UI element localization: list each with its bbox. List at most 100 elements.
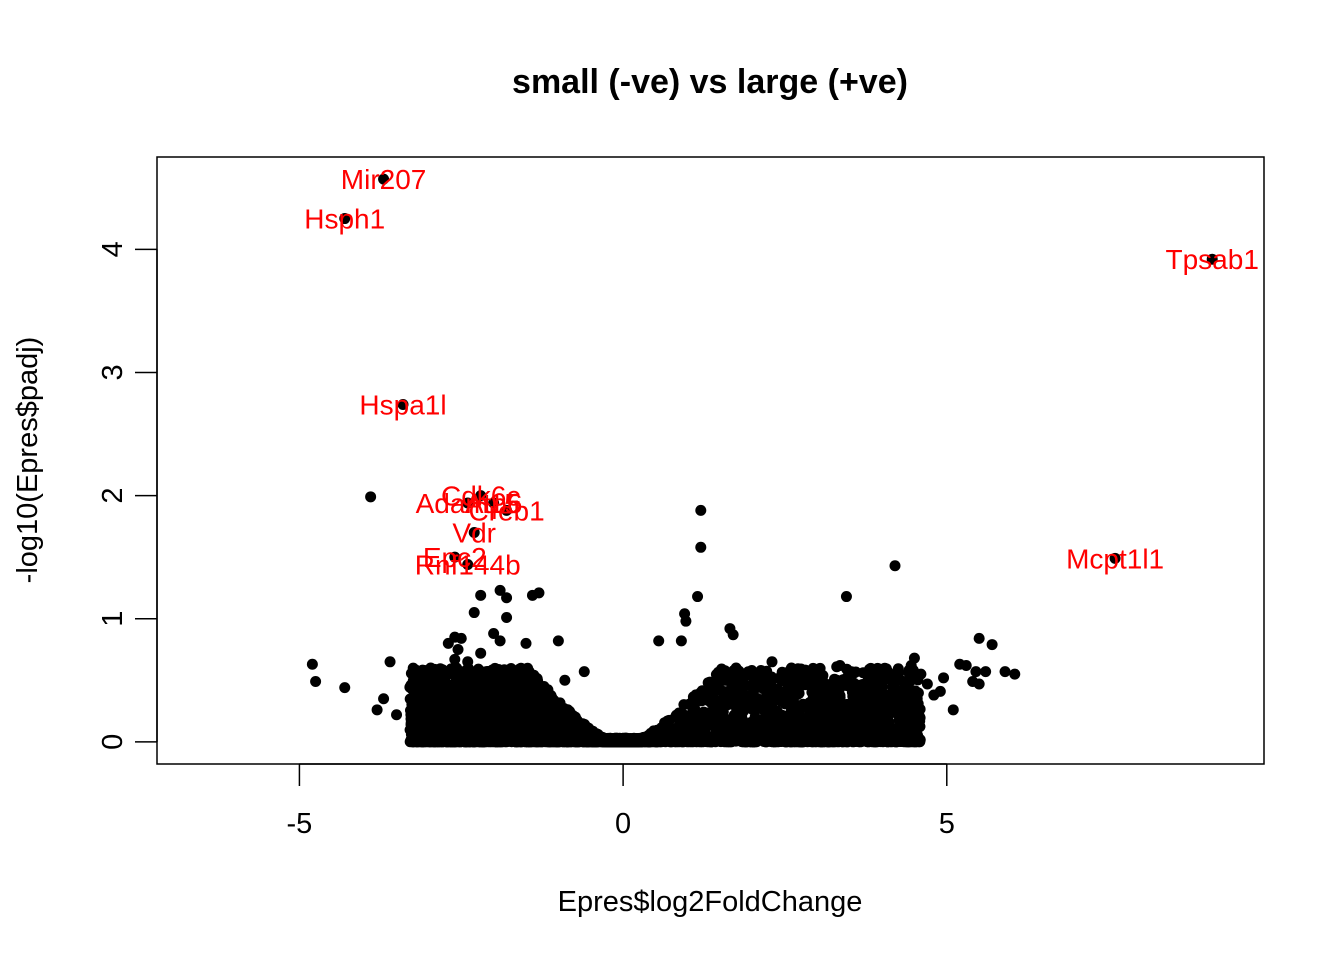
data-point bbox=[823, 715, 835, 727]
data-point bbox=[559, 674, 571, 686]
data-point bbox=[740, 679, 752, 691]
data-point bbox=[980, 666, 992, 678]
data-point bbox=[909, 736, 921, 748]
data-point bbox=[470, 729, 482, 741]
data-point bbox=[561, 734, 573, 746]
data-point bbox=[760, 700, 772, 712]
data-point bbox=[414, 710, 426, 721]
data-point bbox=[833, 713, 845, 725]
data-point bbox=[863, 689, 875, 701]
data-point bbox=[468, 607, 480, 619]
data-point bbox=[413, 692, 425, 703]
data-point bbox=[512, 706, 524, 718]
labeled-point bbox=[468, 527, 480, 539]
data-point bbox=[551, 736, 562, 748]
data-point bbox=[494, 635, 506, 647]
data-point bbox=[562, 707, 574, 719]
y-tick-label: 0 bbox=[97, 734, 129, 750]
data-point bbox=[947, 704, 959, 716]
data-point bbox=[551, 718, 563, 730]
data-point bbox=[488, 627, 500, 639]
point-label: Adam15 bbox=[416, 488, 520, 519]
data-point bbox=[706, 736, 718, 748]
labeled-point bbox=[488, 497, 500, 509]
data-point bbox=[812, 678, 824, 690]
data-point bbox=[559, 724, 571, 736]
data-point bbox=[829, 673, 840, 685]
data-point bbox=[874, 663, 886, 675]
data-point bbox=[339, 682, 351, 694]
data-point bbox=[727, 735, 739, 747]
data-point bbox=[463, 687, 475, 699]
labeled-point bbox=[462, 559, 474, 571]
x-tick-label: 0 bbox=[615, 808, 631, 840]
data-point bbox=[787, 701, 798, 713]
data-point bbox=[921, 678, 933, 690]
data-point bbox=[999, 666, 1011, 678]
point-label: Hsph1 bbox=[304, 204, 385, 235]
data-point bbox=[735, 704, 747, 716]
data-point bbox=[616, 736, 628, 748]
data-point bbox=[833, 695, 845, 707]
data-point bbox=[986, 639, 998, 651]
data-point bbox=[432, 736, 444, 748]
data-point bbox=[910, 704, 922, 715]
data-point bbox=[873, 678, 885, 689]
data-point bbox=[902, 680, 914, 692]
data-point bbox=[737, 736, 749, 748]
data-point bbox=[653, 635, 665, 647]
labeled-point bbox=[378, 173, 390, 185]
y-tick-label: 2 bbox=[97, 488, 129, 504]
data-point bbox=[391, 709, 403, 721]
data-point bbox=[552, 635, 564, 647]
data-point bbox=[593, 735, 605, 747]
data-point bbox=[472, 697, 483, 709]
labels-layer: Mir207 Hsph1 Tpsab1 Hspa1l Cdk6cAtp6Adam15Cr… bbox=[304, 164, 1259, 580]
data-point bbox=[970, 666, 982, 678]
data-point bbox=[514, 687, 525, 699]
data-point bbox=[630, 733, 642, 745]
data-point bbox=[471, 679, 483, 691]
data-point bbox=[899, 729, 911, 741]
data-point bbox=[897, 702, 909, 714]
labeled-point bbox=[462, 497, 474, 509]
point-label: Mir207 bbox=[341, 164, 427, 195]
data-point bbox=[480, 733, 492, 744]
labeled-point bbox=[397, 398, 409, 410]
data-point bbox=[526, 589, 538, 601]
data-point bbox=[888, 704, 900, 716]
data-point bbox=[792, 688, 803, 700]
data-point bbox=[711, 678, 723, 690]
data-point bbox=[864, 721, 875, 733]
data-point bbox=[419, 682, 430, 694]
labeled-point bbox=[501, 504, 513, 516]
data-point bbox=[680, 615, 692, 627]
data-point bbox=[742, 666, 754, 678]
point-label: Mcpt1l1 bbox=[1066, 543, 1164, 574]
data-point bbox=[533, 731, 545, 743]
data-point bbox=[862, 671, 874, 683]
data-point bbox=[722, 699, 734, 711]
data-point bbox=[799, 675, 811, 687]
y-axis: 0 1 2 3 4 bbox=[97, 241, 158, 750]
y-tick-label: 3 bbox=[97, 364, 129, 380]
data-point bbox=[845, 712, 857, 724]
dense-point-cloud bbox=[404, 662, 926, 748]
y-axis-label: -log10(Epres$padj) bbox=[12, 337, 44, 584]
data-point bbox=[786, 720, 798, 732]
data-point bbox=[527, 675, 539, 687]
data-point bbox=[450, 735, 462, 747]
data-point bbox=[732, 726, 744, 738]
labeled-point bbox=[1109, 552, 1121, 564]
data-point bbox=[973, 678, 985, 690]
data-point bbox=[860, 711, 872, 722]
chart-title: small (-ve) vs large (+ve) bbox=[512, 63, 908, 101]
point-label: Creb1 bbox=[468, 495, 544, 526]
data-point bbox=[378, 693, 390, 705]
data-point bbox=[310, 676, 322, 688]
data-point bbox=[726, 686, 738, 698]
data-point bbox=[494, 584, 506, 596]
data-point bbox=[446, 679, 458, 691]
data-point bbox=[679, 733, 691, 745]
data-point bbox=[578, 666, 590, 678]
